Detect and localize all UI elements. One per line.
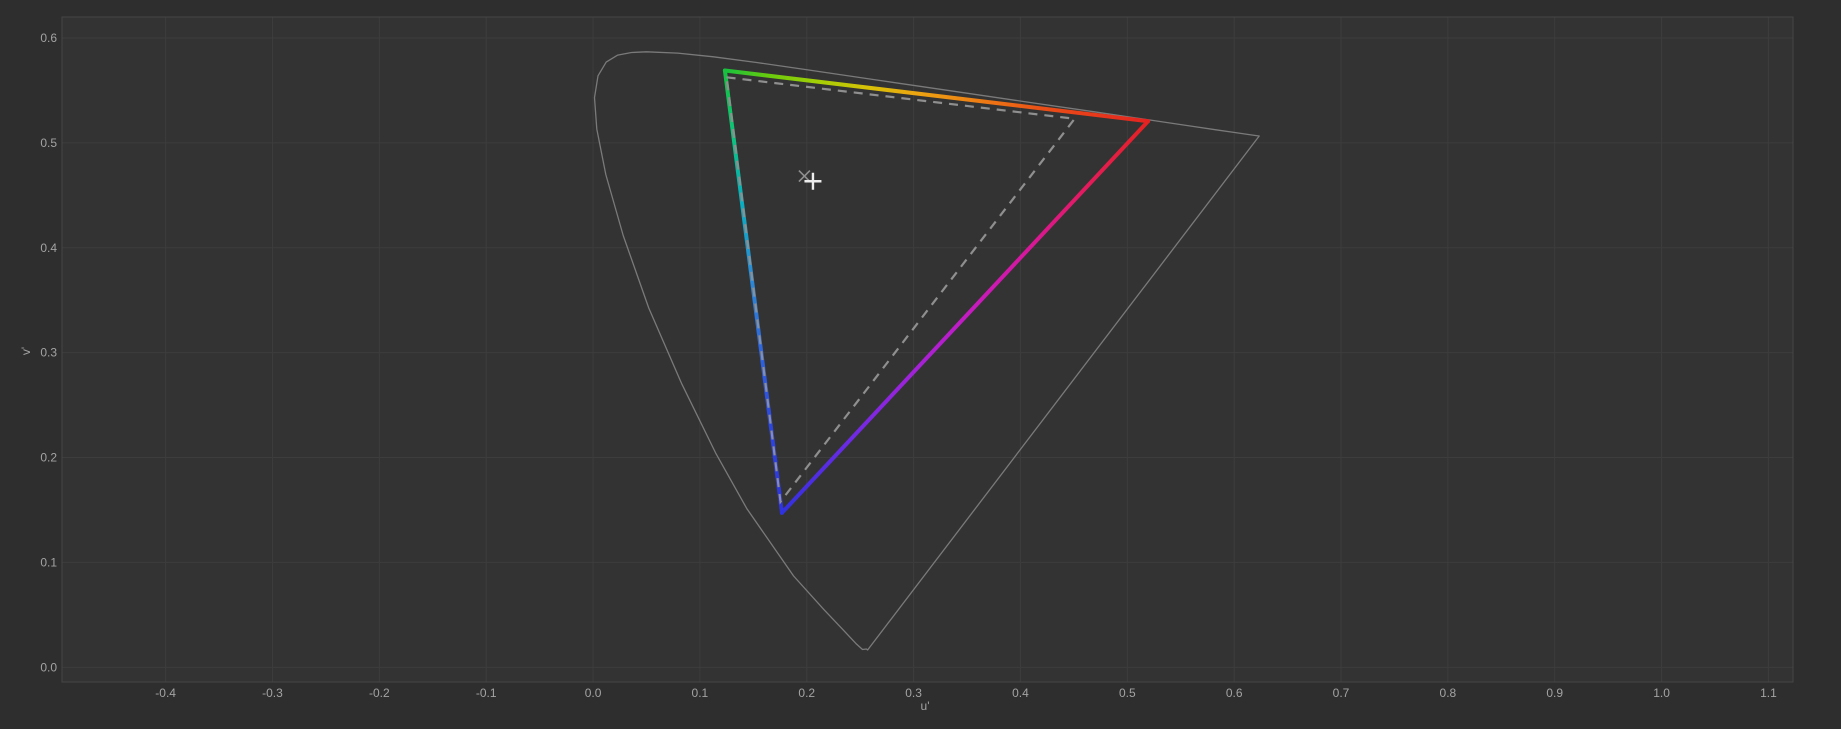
measured-white-plus-marker [804,172,822,190]
x-tick-label: -0.4 [155,686,176,700]
y-tick-label: 0.5 [40,136,57,150]
x-tick-label: -0.1 [476,686,497,700]
x-tick-label: 0.5 [1119,686,1136,700]
x-tick-label: 1.1 [1760,686,1777,700]
x-tick-label: 0.9 [1546,686,1563,700]
reference-gamut-triangle [725,76,1077,505]
gamut-edge-red-blue [779,119,1151,515]
x-tick-label: 0.8 [1440,686,1457,700]
x-tick-label: -0.2 [369,686,390,700]
y-axis-title: v' [19,347,33,355]
y-tick-label: 0.0 [40,660,57,674]
x-axis-title: u' [921,699,930,713]
gamut-edge-green-red [722,68,1151,124]
x-tick-label: 0.1 [692,686,709,700]
y-tick-label: 0.1 [40,555,57,569]
reference-white-x-marker [798,170,811,183]
spectral-locus-outline [593,51,1260,651]
x-tick-label: 0.7 [1333,686,1350,700]
x-tick-label: 0.3 [905,686,922,700]
x-tick-label: -0.3 [262,686,283,700]
x-tick-label: 0.0 [585,686,602,700]
x-tick-label: 0.2 [798,686,815,700]
y-tick-label: 0.6 [40,31,57,45]
axis-tick-labels: -0.4 -0.3 -0.2 -0.1 0.0 0.1 0.2 0.3 0.4 0.5 0.6 0.7… [40,31,1777,700]
x-tick-label: 0.4 [1012,686,1029,700]
y-tick-label: 0.3 [40,346,57,360]
plot-area [62,17,1793,682]
y-tick-label: 0.4 [40,241,57,255]
x-tick-label: 0.6 [1226,686,1243,700]
grid [62,17,1793,682]
x-tick-label: 1.0 [1653,686,1670,700]
plot-border [61,16,1794,683]
y-tick-label: 0.2 [40,451,57,465]
